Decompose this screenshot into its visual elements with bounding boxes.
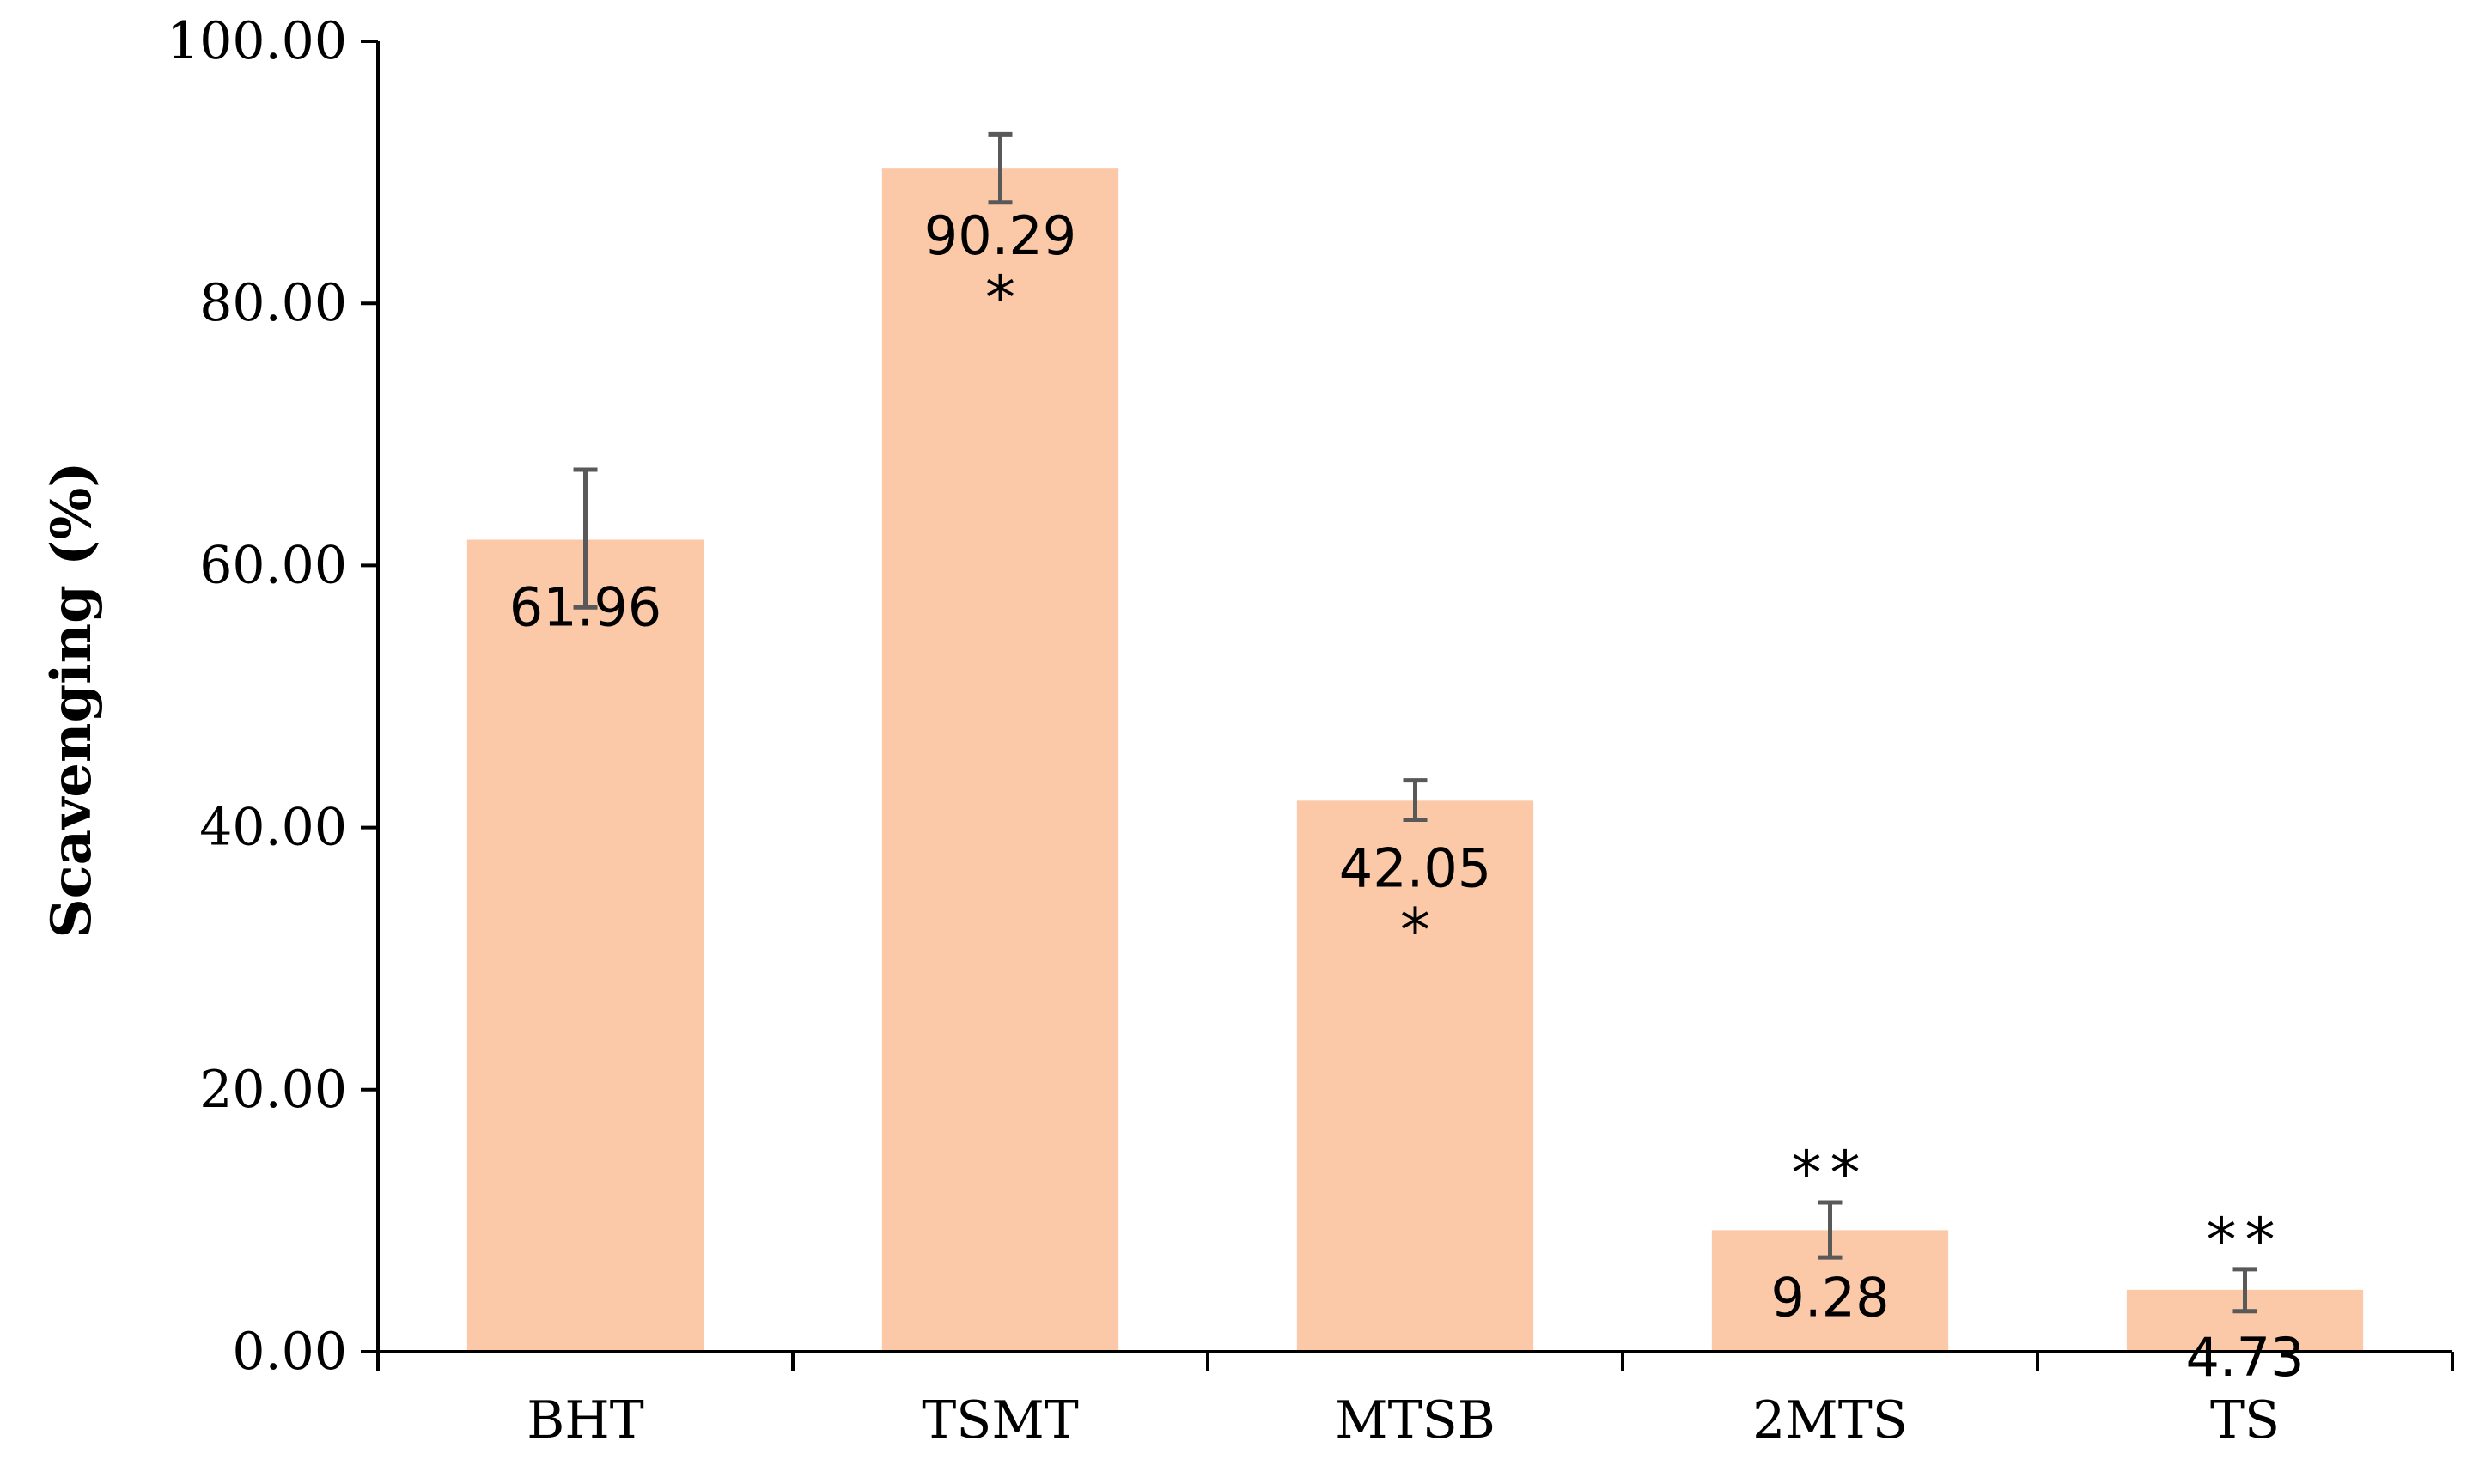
error-bar-bht bbox=[573, 467, 598, 610]
data-label: 42.05 bbox=[1339, 836, 1492, 899]
error-bar-2mts bbox=[1818, 1200, 1843, 1260]
y-tick-label: 40.00 bbox=[199, 798, 347, 858]
error-bar-ts bbox=[2232, 1267, 2257, 1314]
bars bbox=[466, 168, 2364, 1353]
x-tick-label: TS bbox=[2210, 1390, 2280, 1451]
y-tick-label: 0.00 bbox=[232, 1322, 347, 1382]
bar-mtsb bbox=[1296, 800, 1534, 1352]
x-tick-label: MTSB bbox=[1335, 1390, 1495, 1451]
bar-bht bbox=[466, 539, 704, 1352]
y-tick-label: 20.00 bbox=[199, 1060, 347, 1120]
error-bar-tsmt bbox=[988, 131, 1013, 205]
axes bbox=[376, 41, 2452, 1353]
y-tick-label: 100.00 bbox=[167, 11, 347, 71]
significance-marker: * bbox=[985, 263, 1015, 333]
data-label: 9.28 bbox=[1770, 1266, 1889, 1329]
x-tick-label: BHT bbox=[527, 1390, 643, 1451]
data-label: 4.73 bbox=[2185, 1326, 2304, 1389]
significance-marker: ** bbox=[2207, 1205, 2284, 1275]
data-label: 90.29 bbox=[924, 204, 1077, 267]
x-axis-ticks: BHT TSMT MTSB 2MTS TS bbox=[376, 1352, 2454, 1451]
significance-marker: * bbox=[1400, 895, 1430, 965]
error-bar-mtsb bbox=[1403, 778, 1428, 822]
significance-marker: ** bbox=[1792, 1138, 1869, 1208]
data-label: 61.96 bbox=[509, 575, 662, 638]
error-bars bbox=[573, 131, 2257, 1314]
y-axis-title: Scavenging (%) bbox=[40, 461, 104, 938]
x-tick-label: TSMT bbox=[922, 1390, 1079, 1451]
y-tick-label: 60.00 bbox=[199, 535, 347, 595]
y-tick-label: 80.00 bbox=[199, 273, 347, 333]
x-tick-label: 2MTS bbox=[1752, 1390, 1908, 1451]
bar-tsmt bbox=[881, 168, 1119, 1353]
y-axis-ticks: 0.00 20.00 40.00 60.00 80.00 100.00 bbox=[167, 11, 378, 1382]
